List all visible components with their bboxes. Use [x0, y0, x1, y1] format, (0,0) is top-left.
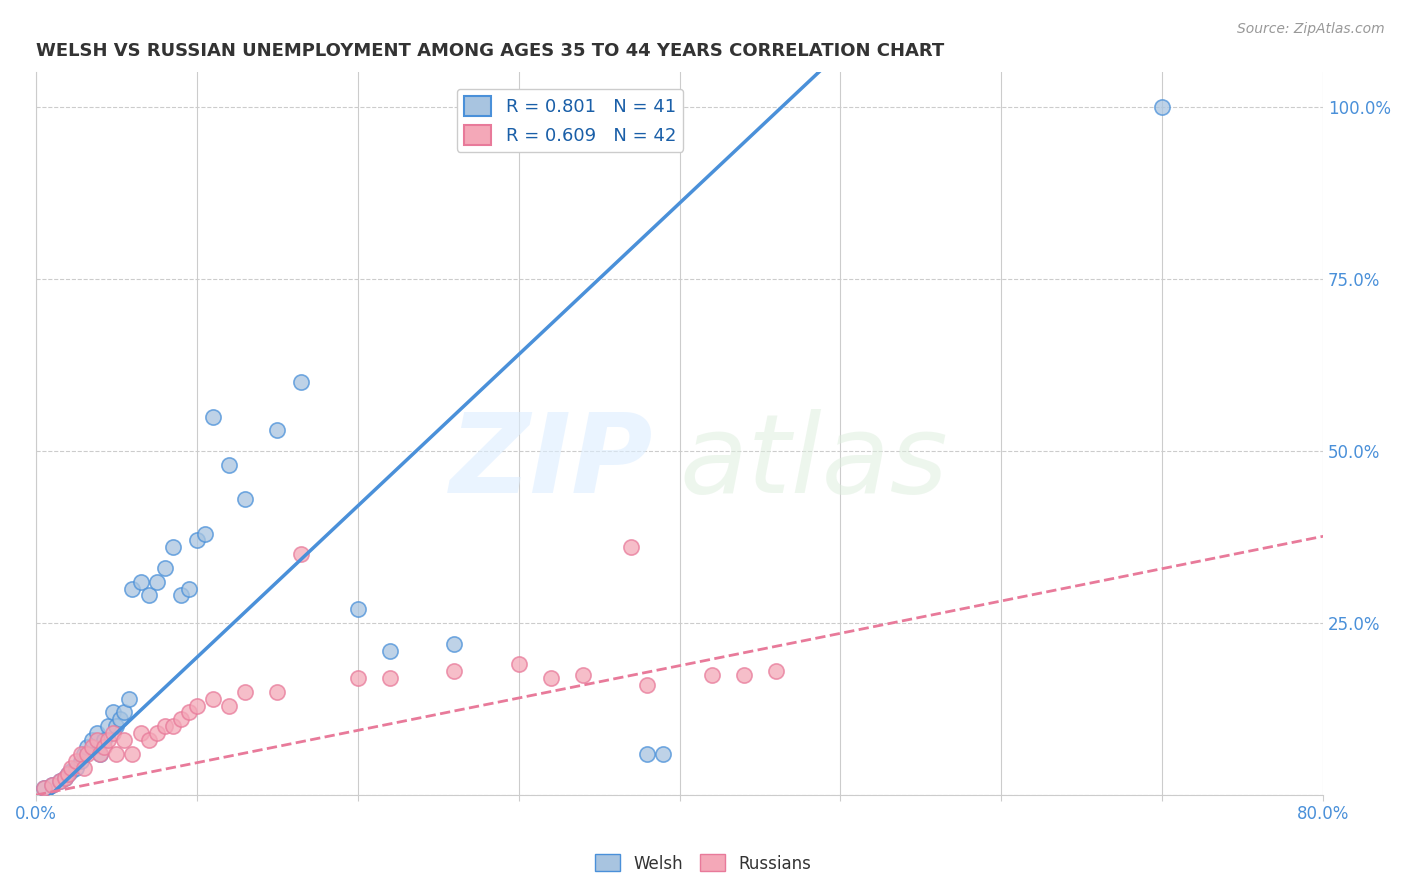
Point — [56, 767, 79, 781]
Point — [233, 492, 256, 507]
Point — [733, 667, 755, 681]
Point — [53, 771, 76, 785]
Point — [194, 526, 217, 541]
Point — [93, 733, 115, 747]
Point — [652, 747, 675, 761]
Point — [76, 747, 98, 761]
Point — [177, 582, 200, 596]
Point — [105, 719, 128, 733]
Point — [218, 458, 240, 472]
Point — [101, 726, 124, 740]
Point — [145, 726, 167, 740]
Point — [60, 760, 83, 774]
Point — [114, 706, 136, 720]
Point — [170, 589, 193, 603]
Point — [97, 733, 120, 747]
Point — [443, 637, 465, 651]
Point — [65, 760, 87, 774]
Point — [97, 719, 120, 733]
Point — [346, 671, 368, 685]
Point — [121, 582, 143, 596]
Point — [145, 574, 167, 589]
Point — [153, 561, 176, 575]
Point — [346, 602, 368, 616]
Point — [129, 574, 152, 589]
Point — [700, 667, 723, 681]
Point — [89, 747, 111, 761]
Point — [86, 733, 108, 747]
Point — [201, 409, 224, 424]
Point — [266, 423, 288, 437]
Text: WELSH VS RUSSIAN UNEMPLOYMENT AMONG AGES 35 TO 44 YEARS CORRELATION CHART: WELSH VS RUSSIAN UNEMPLOYMENT AMONG AGES… — [37, 42, 945, 60]
Point — [49, 774, 72, 789]
Point — [70, 754, 93, 768]
Point — [82, 733, 104, 747]
Point — [218, 698, 240, 713]
Point — [378, 643, 401, 657]
Point — [105, 747, 128, 761]
Point — [636, 747, 658, 761]
Point — [290, 547, 312, 561]
Text: ZIP: ZIP — [450, 409, 654, 516]
Point — [86, 726, 108, 740]
Point — [49, 774, 72, 789]
Point — [233, 685, 256, 699]
Point — [162, 719, 184, 733]
Text: atlas: atlas — [679, 409, 948, 516]
Point — [572, 667, 595, 681]
Point — [101, 706, 124, 720]
Point — [186, 698, 208, 713]
Point — [114, 733, 136, 747]
Point — [89, 747, 111, 761]
Point — [82, 739, 104, 754]
Point — [508, 657, 530, 672]
Point — [765, 664, 787, 678]
Point — [76, 739, 98, 754]
Point — [201, 691, 224, 706]
Point — [56, 767, 79, 781]
Point — [41, 778, 63, 792]
Point — [129, 726, 152, 740]
Point — [70, 747, 93, 761]
Point — [636, 678, 658, 692]
Point — [1152, 100, 1174, 114]
Point — [162, 541, 184, 555]
Point — [153, 719, 176, 733]
Point — [32, 781, 55, 796]
Point — [65, 754, 87, 768]
Point — [108, 712, 131, 726]
Point — [443, 664, 465, 678]
Point — [170, 712, 193, 726]
Point — [620, 541, 643, 555]
Point — [41, 778, 63, 792]
Point — [378, 671, 401, 685]
Point — [121, 747, 143, 761]
Text: Source: ZipAtlas.com: Source: ZipAtlas.com — [1237, 22, 1385, 37]
Point — [138, 733, 160, 747]
Point — [186, 533, 208, 548]
Point — [73, 747, 96, 761]
Point — [177, 706, 200, 720]
Point — [540, 671, 562, 685]
Point — [60, 764, 83, 778]
Point — [93, 739, 115, 754]
Point — [53, 771, 76, 785]
Point — [290, 375, 312, 389]
Point — [266, 685, 288, 699]
Legend: R = 0.801   N = 41, R = 0.609   N = 42: R = 0.801 N = 41, R = 0.609 N = 42 — [457, 88, 683, 152]
Point — [73, 760, 96, 774]
Point — [118, 691, 141, 706]
Legend: Welsh, Russians: Welsh, Russians — [589, 847, 817, 880]
Point — [138, 589, 160, 603]
Point — [32, 781, 55, 796]
